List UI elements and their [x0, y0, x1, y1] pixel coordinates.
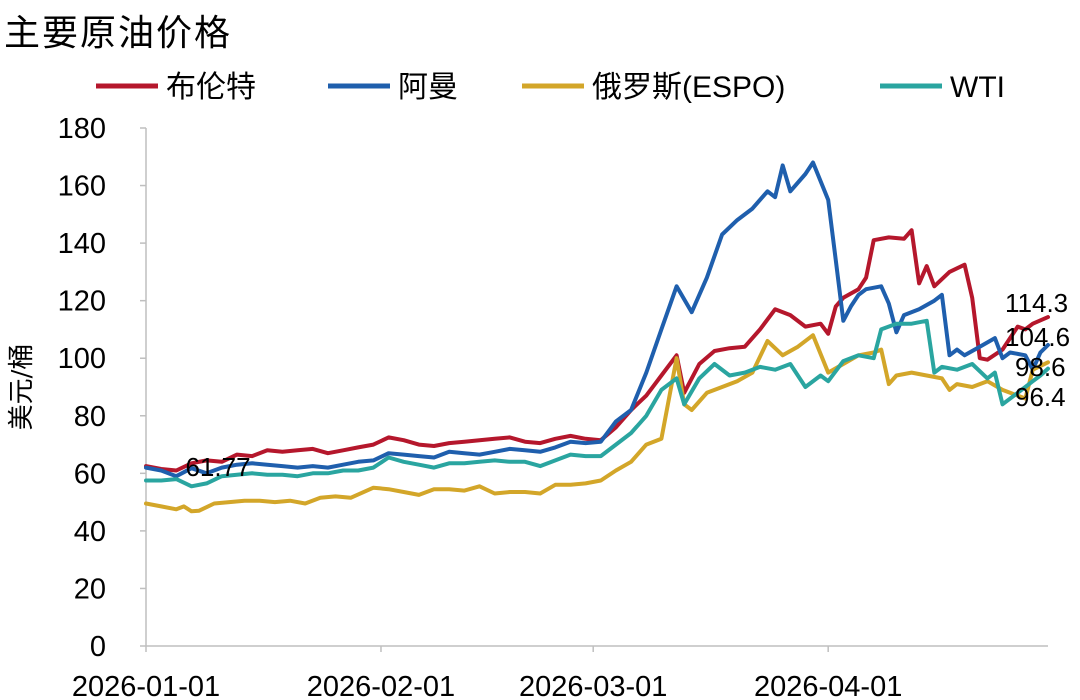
legend-label: 阿曼 — [398, 71, 458, 104]
x-tick-label: 2026-01-01 — [72, 671, 220, 700]
series-layer — [144, 160, 1050, 514]
y-tick-label: 100 — [58, 343, 106, 375]
legend-label: WTI — [950, 71, 1005, 104]
y-axis-title: 美元/桶 — [7, 344, 37, 431]
x-tick-label: 2026-04-01 — [754, 671, 902, 700]
series-line — [144, 228, 1050, 473]
y-tick-label: 140 — [58, 228, 106, 260]
series-end-label: 98.6 — [1015, 352, 1066, 382]
chart-legend: 布伦特 阿曼 俄罗斯(ESPO) WTI — [96, 71, 1005, 104]
series-end-label: 96.4 — [1015, 382, 1066, 412]
x-tick-label: 2026-02-01 — [307, 671, 455, 700]
y-tick-label: 60 — [74, 458, 106, 490]
legend-label: 布伦特 — [166, 71, 256, 104]
x-tick-label: 2026-03-01 — [519, 671, 667, 700]
legend-label: 俄罗斯(ESPO) — [592, 71, 785, 104]
y-tick-label: 40 — [74, 516, 106, 548]
series-end-label: 114.3 — [1005, 288, 1068, 318]
series-line — [144, 318, 1050, 489]
y-tick-label: 120 — [58, 286, 106, 318]
x-axis: 2026-01-01 2026-02-01 2026-03-01 2026-04-01 — [72, 645, 1048, 700]
y-tick-label: 180 — [58, 113, 106, 145]
series-end-label: 104.6 — [1005, 322, 1070, 352]
y-tick-label: 80 — [74, 401, 106, 433]
label-layer: 114.3 104.698.696.4 61.77 — [185, 288, 1070, 482]
y-tick-label: 160 — [58, 171, 106, 203]
series-line — [144, 333, 1050, 514]
chart-title: 主要原油价格 — [4, 13, 233, 54]
y-tick-label: 0 — [90, 631, 106, 663]
y-axis: 0 20 40 60 80 100 120 140 160 180 美元/桶 — [7, 113, 147, 663]
series-line — [144, 160, 1050, 479]
y-tick-label: 20 — [74, 573, 106, 605]
data-annotation: 61.77 — [185, 452, 250, 482]
